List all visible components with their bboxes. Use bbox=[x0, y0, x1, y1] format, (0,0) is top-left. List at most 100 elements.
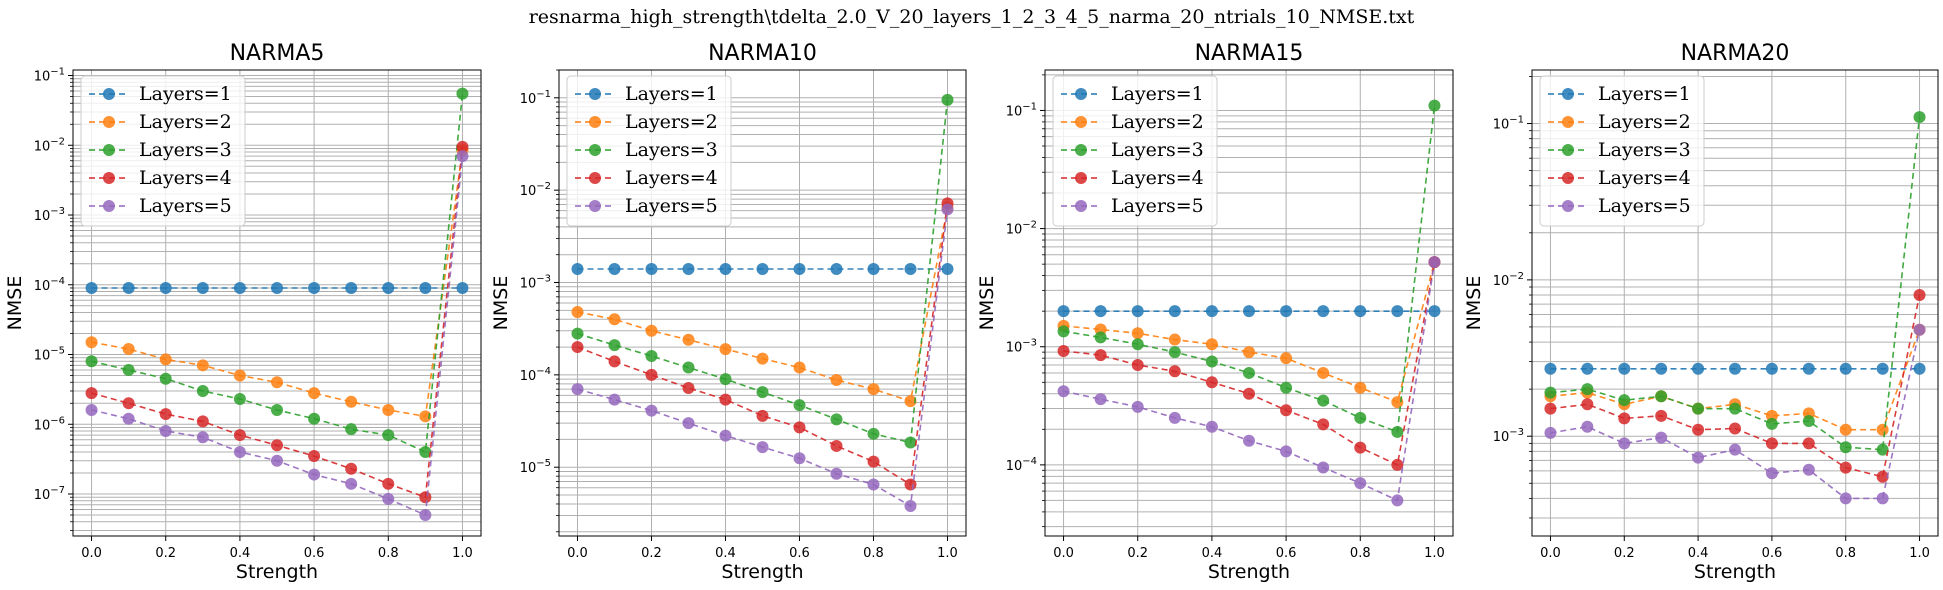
data-point bbox=[682, 263, 695, 276]
data-point bbox=[159, 425, 172, 438]
data-point bbox=[645, 368, 658, 381]
data-point bbox=[122, 281, 135, 294]
data-point bbox=[233, 369, 246, 382]
data-point bbox=[1317, 394, 1330, 407]
data-point bbox=[1692, 402, 1705, 415]
data-point bbox=[1618, 394, 1631, 407]
legend: Layers=1 Layers=2 Layers=3 Layers=4 Layers=5 bbox=[1052, 75, 1218, 227]
legend-label: Layers=4 bbox=[139, 167, 232, 189]
y-tick-label: 10−4 bbox=[1006, 456, 1037, 474]
data-point bbox=[1913, 111, 1926, 124]
data-point bbox=[456, 150, 469, 163]
data-point bbox=[793, 399, 806, 412]
data-point bbox=[1168, 333, 1181, 346]
data-point bbox=[1391, 305, 1404, 318]
data-point bbox=[645, 263, 658, 276]
data-point bbox=[1094, 305, 1107, 318]
data-point bbox=[1765, 437, 1778, 450]
series-line-2 bbox=[577, 207, 949, 403]
data-point bbox=[85, 281, 98, 294]
data-point bbox=[1131, 327, 1144, 340]
legend-marker bbox=[103, 144, 115, 156]
data-point bbox=[867, 263, 880, 276]
data-point bbox=[1280, 381, 1293, 394]
data-point bbox=[271, 404, 283, 417]
legend-box bbox=[1539, 75, 1705, 227]
data-point bbox=[233, 446, 246, 459]
chart-title: NARMA15 bbox=[1195, 41, 1304, 66]
data-point bbox=[1243, 387, 1255, 400]
y-axis-label: NMSE bbox=[490, 276, 512, 331]
y-axis-label: NMSE bbox=[976, 276, 998, 331]
data-point bbox=[1802, 437, 1815, 450]
data-point bbox=[196, 384, 209, 397]
data-point bbox=[1131, 400, 1144, 413]
legend-box bbox=[1052, 75, 1218, 227]
data-point bbox=[1094, 393, 1107, 406]
y-tick-label: 10−2 bbox=[34, 136, 65, 154]
data-point bbox=[382, 429, 395, 442]
y-tick-label: 10−3 bbox=[1006, 338, 1037, 356]
data-point bbox=[1131, 305, 1144, 318]
legend-marker bbox=[1075, 88, 1087, 100]
x-tick-label: 0.0 bbox=[81, 546, 102, 561]
data-point bbox=[793, 452, 806, 465]
data-point bbox=[1317, 418, 1330, 431]
data-point bbox=[1354, 477, 1367, 490]
data-point bbox=[1729, 443, 1741, 456]
data-point bbox=[571, 263, 584, 276]
data-point bbox=[85, 355, 98, 368]
chart-narma10: 0.0 0.2 0.4 0.6 0.8 1.0 10−5 10−4 10−3 10−2 10−1 NA… bbox=[490, 41, 967, 583]
x-tick-label: 0.0 bbox=[1053, 546, 1074, 561]
x-tick-label: 0.8 bbox=[863, 546, 884, 561]
x-tick-label: 0.6 bbox=[1276, 546, 1297, 561]
x-tick-label: 0.4 bbox=[1688, 546, 1709, 561]
data-point bbox=[308, 281, 321, 294]
data-point bbox=[1581, 362, 1594, 375]
legend-label: Layers=5 bbox=[1598, 195, 1691, 217]
axes-frame bbox=[1531, 69, 1939, 537]
data-point bbox=[1913, 289, 1926, 302]
data-point bbox=[941, 93, 954, 106]
data-point bbox=[867, 427, 880, 440]
legend-label: Layers=2 bbox=[1598, 111, 1691, 133]
data-point bbox=[1839, 362, 1852, 375]
data-point bbox=[456, 140, 469, 153]
data-point bbox=[1839, 461, 1852, 474]
x-axis-label: Strength bbox=[1208, 561, 1290, 583]
data-point bbox=[345, 423, 358, 436]
data-point bbox=[904, 436, 917, 449]
legend-marker bbox=[1075, 116, 1087, 128]
data-point bbox=[1168, 305, 1181, 318]
data-point bbox=[645, 404, 658, 417]
data-point bbox=[308, 412, 321, 425]
data-point bbox=[1280, 445, 1293, 458]
data-point bbox=[571, 383, 584, 396]
y-tick-label: 10−1 bbox=[1493, 115, 1524, 133]
data-point bbox=[345, 462, 358, 475]
data-point bbox=[1729, 402, 1741, 415]
x-tick-label: 0.0 bbox=[567, 546, 588, 561]
data-point bbox=[1391, 425, 1404, 438]
chart-title: NARMA20 bbox=[1681, 41, 1790, 66]
y-tick-label: 10−7 bbox=[34, 485, 65, 503]
data-point bbox=[1692, 451, 1705, 464]
data-point bbox=[1655, 390, 1668, 403]
data-point bbox=[904, 395, 917, 408]
data-point bbox=[1057, 385, 1070, 398]
data-point bbox=[608, 393, 621, 406]
legend-marker bbox=[1075, 144, 1087, 156]
data-point bbox=[1243, 366, 1255, 379]
legend: Layers=1 Layers=2 Layers=3 Layers=4 Layers=5 bbox=[80, 75, 246, 227]
data-point bbox=[233, 429, 246, 442]
data-point bbox=[1243, 305, 1255, 318]
x-tick-label: 0.6 bbox=[304, 546, 325, 561]
data-point bbox=[271, 376, 283, 389]
data-point bbox=[1544, 402, 1557, 415]
data-point bbox=[682, 417, 695, 430]
x-axis-label: Strength bbox=[1694, 561, 1776, 583]
data-point bbox=[756, 386, 769, 399]
x-tick-label: 0.4 bbox=[230, 546, 251, 561]
data-point bbox=[1876, 423, 1889, 436]
y-tick-label: 10−6 bbox=[34, 415, 65, 433]
